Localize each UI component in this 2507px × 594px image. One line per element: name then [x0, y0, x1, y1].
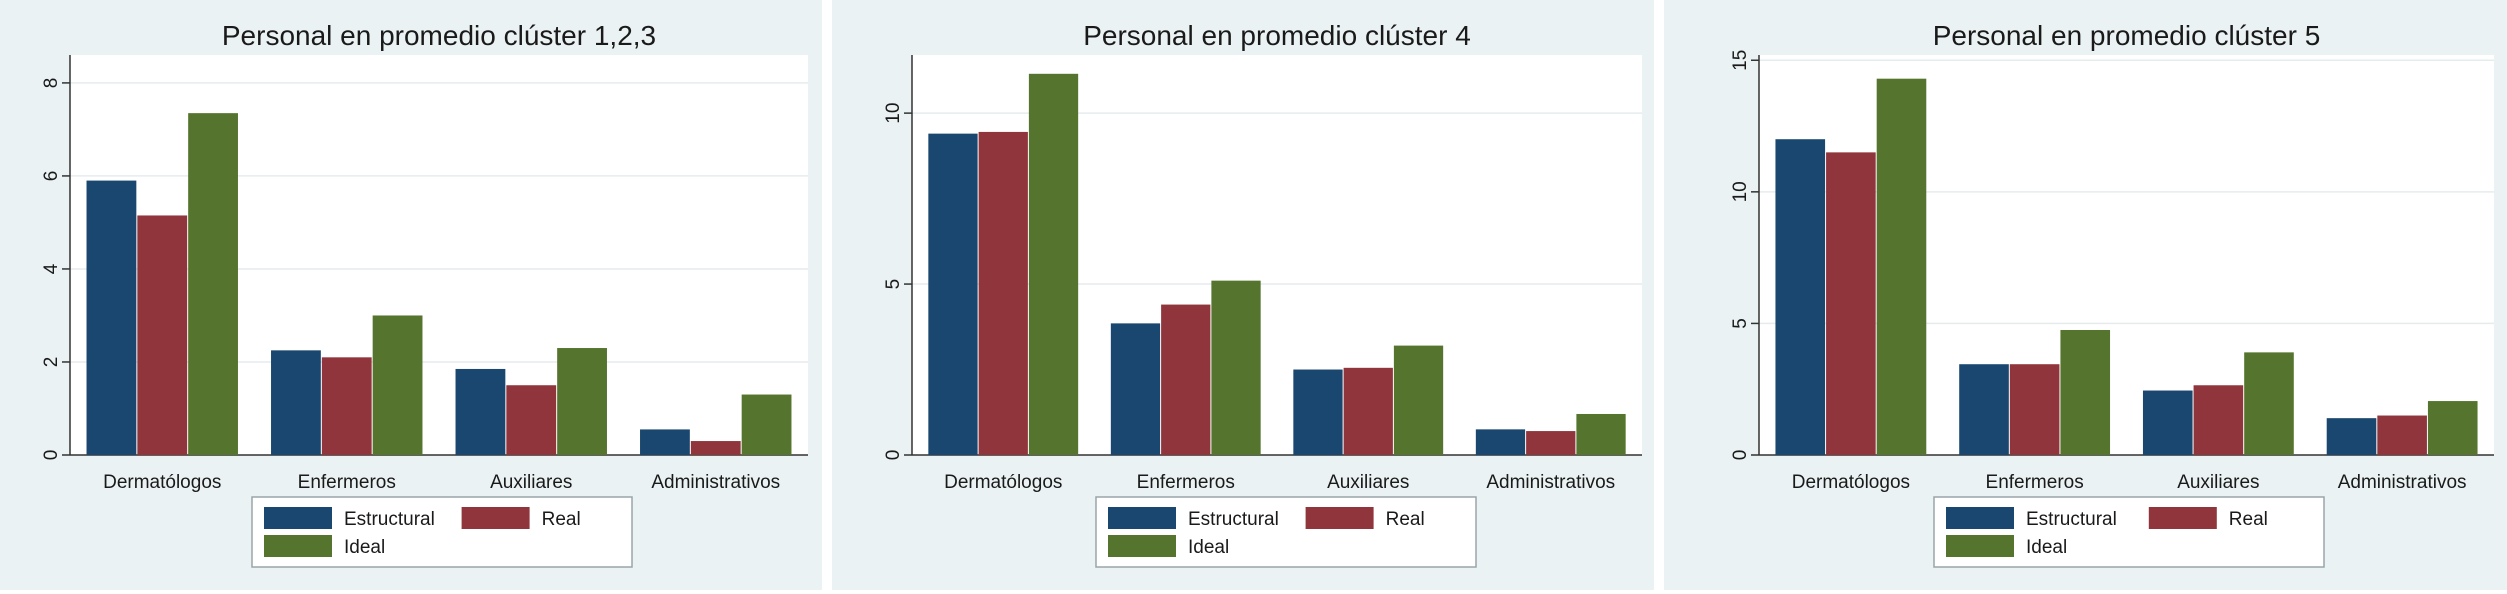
chart-panel-cluster-1-2-3: Personal en promedio clúster 1,2,3 0 2 4 6 8 D… — [0, 0, 822, 590]
bar — [2377, 415, 2427, 455]
bar — [2142, 390, 2193, 455]
bar — [2009, 364, 2060, 455]
y-tick-label: 0 — [41, 450, 62, 461]
y-tick-label: 15 — [1730, 50, 1751, 71]
chart-svg: Personal en promedio clúster 1,2,3 0 2 4 6 8 D… — [41, 20, 808, 568]
legend-label: Real — [542, 509, 581, 530]
legend-label: Ideal — [1188, 537, 1229, 558]
legend-swatch — [1108, 535, 1176, 557]
bar — [2427, 401, 2478, 455]
legend-swatch — [264, 535, 332, 557]
category-label: Auxiliares — [490, 472, 572, 493]
bar — [2326, 418, 2377, 455]
bar — [1028, 73, 1079, 456]
bar — [1826, 152, 1876, 456]
bar — [1343, 367, 1393, 455]
bar — [1576, 413, 1626, 455]
y-tick-label: 5 — [883, 279, 904, 290]
y-tick-label: 6 — [41, 171, 62, 182]
bar — [557, 348, 607, 455]
chart-svg: Personal en promedio clúster 4 0 5 10 Dermat… — [883, 20, 1642, 568]
legend-swatch — [1305, 507, 1374, 529]
bar — [640, 429, 690, 455]
category-label: Administrativos — [2338, 472, 2467, 493]
bar — [2244, 352, 2294, 455]
y-tick-label: 4 — [41, 263, 62, 274]
legend: Estructural Real Ideal — [1095, 496, 1477, 568]
bar — [1393, 345, 1444, 455]
legend-label: Real — [1386, 509, 1425, 530]
bar — [928, 133, 978, 455]
bar — [1959, 364, 2009, 455]
bar — [271, 350, 321, 455]
bar — [1775, 139, 1826, 456]
bar — [321, 357, 372, 455]
legend-swatch — [1946, 535, 2014, 557]
y-tick-label: 0 — [883, 450, 904, 461]
bar — [978, 131, 1028, 455]
legend-swatch — [264, 507, 332, 529]
bar — [372, 315, 423, 455]
category-label: Auxiliares — [1327, 472, 1409, 493]
legend-label: Ideal — [2026, 537, 2067, 558]
y-tick-label: 5 — [1730, 318, 1751, 329]
bar — [2060, 330, 2111, 455]
legend-label: Estructural — [344, 509, 435, 530]
bar — [1526, 431, 1576, 455]
bar — [86, 180, 137, 455]
bar — [741, 394, 792, 455]
bar — [690, 441, 741, 455]
bar — [188, 113, 238, 456]
chart-title: Personal en promedio clúster 1,2,3 — [222, 20, 656, 51]
legend: Estructural Real Ideal — [1933, 496, 2325, 568]
bar — [1293, 369, 1343, 455]
y-tick-label: 2 — [41, 357, 62, 368]
chart-panel-cluster-4: Personal en promedio clúster 4 0 5 10 Dermat… — [832, 0, 1654, 590]
legend-label: Real — [2229, 509, 2268, 530]
y-tick-label: 10 — [883, 103, 904, 124]
bar — [1110, 323, 1161, 455]
category-label: Dermatólogos — [944, 472, 1062, 493]
legend-swatch — [461, 507, 530, 529]
bar — [1161, 304, 1211, 455]
legend-label: Ideal — [344, 537, 385, 558]
category-label: Enfermeros — [298, 472, 396, 493]
bar — [137, 215, 188, 455]
bar — [1211, 280, 1261, 455]
bar — [1876, 78, 1927, 456]
bar — [455, 368, 506, 455]
y-tick-label: 8 — [41, 78, 62, 89]
legend: Estructural Real Ideal — [251, 496, 633, 568]
bar — [1475, 429, 1526, 455]
legend-swatch — [2148, 507, 2217, 529]
chart-title: Personal en promedio clúster 4 — [1083, 20, 1471, 51]
y-tick-label: 10 — [1730, 181, 1751, 202]
legend-label: Estructural — [1188, 509, 1279, 530]
bar — [2193, 385, 2244, 455]
category-label: Enfermeros — [1137, 472, 1235, 493]
legend-label: Estructural — [2026, 509, 2117, 530]
chart-svg: Personal en promedio clúster 5 0 5 10 15 Derm… — [1730, 20, 2494, 568]
category-label: Enfermeros — [1986, 472, 2084, 493]
category-label: Dermatólogos — [103, 472, 221, 493]
chart-title: Personal en promedio clúster 5 — [1933, 20, 2321, 51]
category-label: Administrativos — [1486, 472, 1615, 493]
chart-panel-cluster-5: Personal en promedio clúster 5 0 5 10 15 Derm… — [1664, 0, 2507, 590]
category-label: Administrativos — [651, 472, 780, 493]
category-label: Dermatólogos — [1792, 472, 1910, 493]
bar — [506, 385, 557, 455]
y-tick-label: 0 — [1730, 450, 1751, 461]
legend-swatch — [1946, 507, 2014, 529]
category-label: Auxiliares — [2177, 472, 2259, 493]
legend-swatch — [1108, 507, 1176, 529]
